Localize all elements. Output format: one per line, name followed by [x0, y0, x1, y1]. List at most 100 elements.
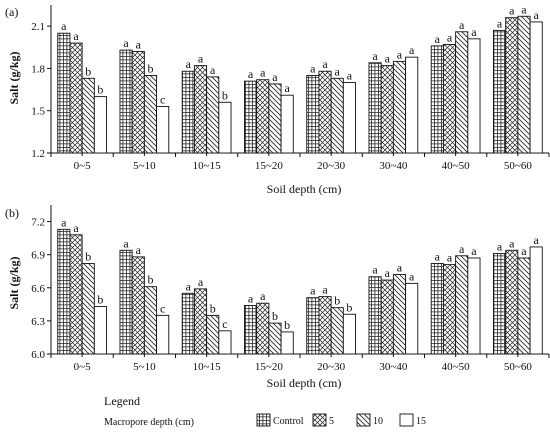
significance-letter: a	[272, 70, 278, 84]
legend-item-label: Control	[273, 416, 304, 427]
x-tick-label: 0~5	[74, 361, 91, 373]
significance-letter: a	[447, 251, 453, 265]
significance-letter: a	[73, 29, 79, 43]
significance-letter: a	[397, 261, 403, 275]
x-axis-label-a: Soil depth (cm)	[267, 182, 342, 196]
x-tick-label: 20~30	[317, 361, 345, 373]
bar-control	[493, 253, 507, 355]
bar-15	[342, 82, 356, 154]
significance-letter: a	[248, 67, 254, 81]
significance-letter: a	[534, 233, 540, 247]
bar-control	[57, 228, 71, 355]
bar-10	[81, 263, 95, 355]
x-tick-label: 20~30	[317, 160, 345, 172]
bar-10	[517, 15, 531, 154]
significance-letter: a	[385, 266, 391, 280]
bar-5	[69, 234, 83, 355]
significance-letter: a	[260, 289, 266, 303]
significance-letter: a	[459, 242, 465, 256]
significance-letter: c	[160, 301, 165, 315]
bar-10	[392, 60, 407, 154]
bar-15	[93, 306, 107, 355]
bar-15	[467, 38, 481, 154]
bar-control	[368, 276, 382, 355]
significance-letter: b	[222, 88, 228, 102]
x-tick-label: 40~50	[442, 160, 470, 172]
bar-15	[405, 282, 419, 355]
significance-letter: b	[346, 300, 352, 314]
significance-letter: b	[210, 301, 216, 315]
significance-letter: b	[147, 273, 153, 287]
bar-control	[181, 292, 195, 355]
legend-swatch-control	[256, 413, 271, 427]
bar-5	[380, 279, 394, 355]
significance-letter: a	[335, 64, 341, 78]
significance-letter: a	[509, 236, 515, 250]
bar-5	[318, 296, 332, 355]
chart-panel-b: (b) Salt (g/kg) Soil depth (cm) 6.0 6.3 6.…	[5, 205, 550, 390]
panel-label-a: (a)	[5, 5, 18, 19]
significance-letter: a	[186, 279, 192, 293]
bar-control	[181, 70, 195, 154]
significance-letter: b	[85, 64, 91, 78]
significance-letter: a	[521, 2, 527, 16]
bar-10	[268, 322, 282, 355]
x-tick-label: 40~50	[442, 361, 470, 373]
bar-control	[57, 32, 71, 154]
significance-letter: a	[198, 52, 204, 66]
bar-5	[505, 249, 519, 355]
significance-letter: a	[73, 221, 79, 235]
bar-control	[306, 75, 320, 154]
bar-5	[69, 42, 83, 154]
bar-5	[380, 65, 394, 154]
bar-10	[268, 83, 282, 154]
x-tick-label: 15~20	[255, 160, 283, 172]
significance-letter: a	[198, 275, 204, 289]
bar-5	[442, 44, 457, 154]
significance-letter: a	[248, 291, 254, 305]
legend-swatch-15	[399, 413, 414, 427]
significance-letter: a	[61, 215, 67, 229]
bar-15	[529, 21, 543, 154]
significance-letter: a	[471, 25, 477, 39]
y-tick-label: 6.3	[31, 316, 45, 328]
x-tick-label: 0~5	[74, 160, 91, 172]
significance-letter: b	[272, 309, 278, 323]
significance-letter: a	[372, 263, 378, 277]
bar-10	[143, 75, 158, 154]
bar-15	[156, 314, 170, 355]
bar-5	[256, 302, 270, 355]
bar-10	[206, 76, 220, 154]
y-tick-label: 6.6	[31, 283, 45, 295]
legend-item-label: 10	[373, 416, 383, 427]
bar-10	[517, 257, 531, 355]
significance-letter: a	[435, 32, 441, 46]
x-tick-label: 5~10	[133, 160, 156, 172]
bar-5	[256, 79, 270, 154]
bar-control	[306, 297, 320, 355]
bar-15	[280, 331, 294, 355]
legend-swatch-5	[312, 413, 327, 427]
significance-letter: a	[521, 244, 527, 258]
y-tick-label: 2.1	[31, 21, 45, 33]
legend-title: Legend	[104, 394, 140, 408]
bar-10	[143, 286, 158, 355]
significance-letter: b	[97, 293, 103, 307]
significance-letter: a	[285, 81, 291, 95]
bar-10	[330, 77, 344, 154]
bar-10	[455, 255, 469, 355]
y-axis-label-b: Salt (g/kg)	[7, 256, 21, 309]
significance-letter: a	[61, 19, 67, 33]
significance-letter: a	[123, 36, 129, 50]
x-axis-label-b: Soil depth (cm)	[267, 376, 342, 390]
legend-subtitle: Macropore depth (cm)	[104, 417, 194, 428]
significance-letter: a	[409, 43, 415, 57]
bar-control	[368, 62, 382, 154]
significance-letter: b	[284, 318, 290, 332]
significance-letter: b	[85, 249, 91, 263]
legend-swatch-10	[356, 413, 371, 427]
bar-5	[505, 17, 519, 154]
significance-letter: a	[347, 69, 353, 83]
significance-letter: a	[471, 244, 477, 258]
bar-15	[467, 257, 481, 355]
